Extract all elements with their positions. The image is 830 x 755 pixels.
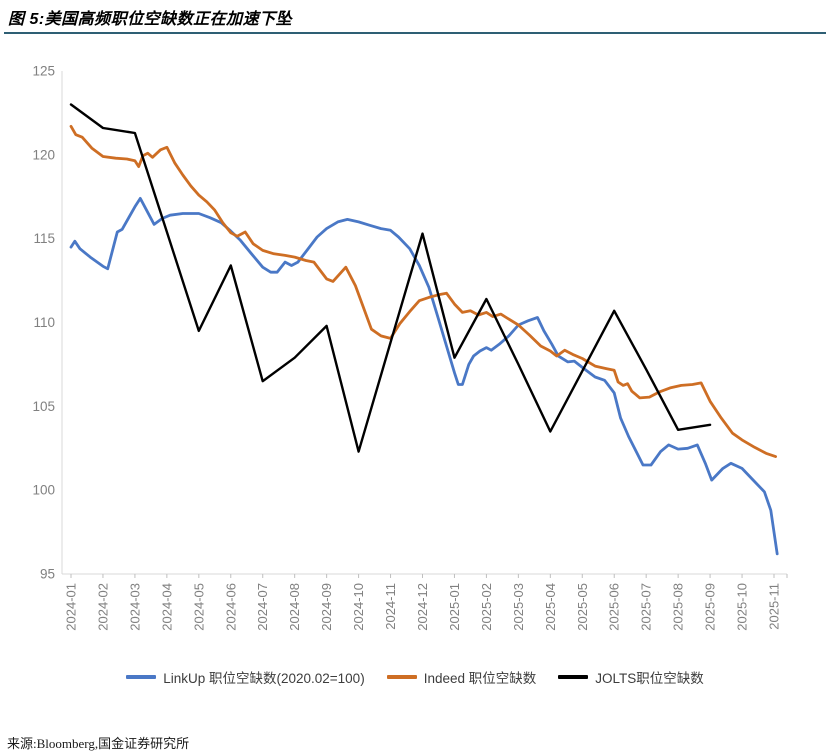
legend-label-linkup: LinkUp 职位空缺数(2020.02=100) — [163, 671, 365, 686]
x-tick-label: 2025-09 — [703, 583, 718, 631]
x-tick-label: 2024-12 — [415, 583, 430, 631]
legend-swatch-linkup — [126, 675, 157, 679]
x-tick-label: 2024-06 — [223, 583, 238, 631]
x-tick-label: 2024-10 — [351, 583, 366, 631]
x-tick-label: 2024-11 — [383, 583, 398, 630]
x-tick-label: 2025-07 — [639, 583, 654, 631]
x-tick-label: 2025-04 — [543, 583, 558, 631]
x-tick-label: 2024-01 — [64, 583, 79, 631]
x-tick-label: 2024-07 — [255, 583, 270, 631]
x-tick-label: 2025-10 — [735, 583, 750, 631]
y-tick-label: 100 — [32, 483, 55, 498]
figure-title: 图 5:美国高频职位空缺数正在加速下坠 — [8, 11, 293, 28]
source-note: 来源:Bloomberg,国金证券研究所 — [7, 736, 190, 751]
legend-item-indeed: Indeed 职位空缺数 — [386, 667, 537, 687]
x-tick-label: 2025-05 — [575, 583, 590, 631]
legend: LinkUp 职位空缺数(2020.02=100) Indeed 职位空缺数 J… — [0, 667, 830, 687]
x-tick-label: 2024-09 — [319, 583, 334, 631]
y-tick-label: 110 — [33, 315, 55, 330]
title-underline — [4, 32, 826, 35]
y-tick-label: 120 — [32, 147, 55, 162]
x-tick-label: 2024-04 — [159, 583, 174, 631]
legend-item-jolts: JOLTS职位空缺数 — [558, 667, 704, 687]
x-tick-label: 2024-08 — [287, 583, 302, 631]
y-tick-label: 115 — [33, 231, 55, 246]
x-tick-label: 2024-03 — [127, 583, 142, 631]
y-tick-label: 95 — [40, 567, 55, 582]
x-tick-label: 2025-08 — [671, 583, 686, 631]
series-indeed — [69, 124, 777, 459]
legend-swatch-indeed — [386, 675, 417, 679]
y-tick-label: 105 — [32, 399, 55, 414]
y-tick-label: 125 — [32, 64, 55, 79]
x-tick-label: 2025-11 — [767, 583, 782, 630]
x-tick-label: 2025-06 — [607, 583, 622, 631]
legend-label-indeed: Indeed 职位空缺数 — [423, 671, 537, 686]
x-tick-label: 2025-02 — [479, 583, 494, 631]
x-tick-label: 2025-01 — [447, 583, 462, 631]
series-linkup — [69, 196, 779, 556]
x-tick-label: 2024-05 — [191, 583, 206, 631]
legend-label-jolts: JOLTS职位空缺数 — [595, 671, 704, 686]
legend-swatch-jolts — [558, 675, 589, 679]
x-tick-label: 2024-02 — [95, 583, 110, 631]
series-jolts — [69, 103, 712, 453]
legend-item-linkup: LinkUp 职位空缺数(2020.02=100) — [126, 667, 365, 687]
x-tick-label: 2025-03 — [511, 583, 526, 631]
